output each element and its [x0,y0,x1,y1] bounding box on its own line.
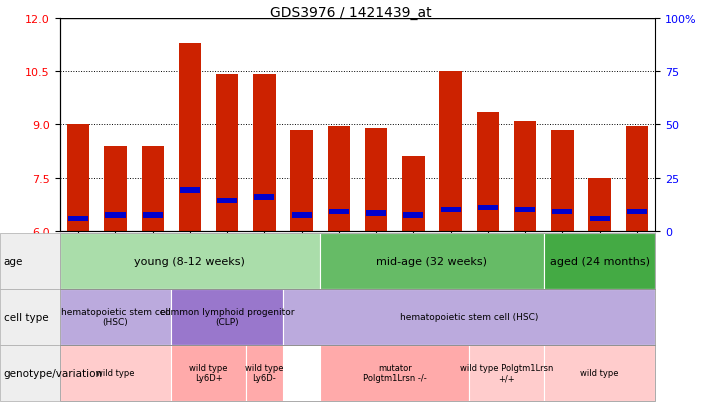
Bar [105,213,125,218]
Bar [328,127,350,231]
Text: cell type: cell type [4,312,48,322]
Text: wild type: wild type [580,368,619,377]
Text: wild type: wild type [96,368,135,377]
Bar [588,178,611,231]
Text: aged (24 months): aged (24 months) [550,256,650,266]
Bar [68,216,88,221]
Bar [366,211,386,216]
Bar [514,121,536,231]
Bar [180,188,200,193]
Text: wild type
Ly6D+: wild type Ly6D+ [189,363,228,382]
Bar [216,75,238,231]
Bar [329,209,349,214]
Bar [440,207,461,213]
Bar [477,112,499,231]
Text: wild type
Ly6D-: wild type Ly6D- [245,363,284,382]
Bar [515,207,535,213]
Bar [402,157,425,231]
Text: common lymphoid progenitor
(CLP): common lymphoid progenitor (CLP) [160,307,294,327]
Bar [290,130,313,231]
Bar [104,146,127,231]
Bar [403,213,423,218]
Bar [253,75,275,231]
Bar [365,128,387,231]
Bar [590,216,610,221]
Bar [217,199,237,204]
Bar [254,195,275,200]
Bar [179,43,201,231]
Bar [627,209,647,214]
Text: mid-age (32 weeks): mid-age (32 weeks) [376,256,487,266]
Text: age: age [4,256,23,266]
Bar [440,72,462,231]
Bar [292,213,312,218]
Bar [551,130,573,231]
Bar [67,125,90,231]
Text: genotype/variation: genotype/variation [4,368,102,378]
Bar [142,213,163,218]
Text: hematopoietic stem cell
(HSC): hematopoietic stem cell (HSC) [60,307,170,327]
Text: wild type Polgtm1Lrsn
+/+: wild type Polgtm1Lrsn +/+ [460,363,553,382]
Text: hematopoietic stem cell (HSC): hematopoietic stem cell (HSC) [400,313,538,321]
Bar [626,127,648,231]
Text: young (8-12 weeks): young (8-12 weeks) [135,256,245,266]
Bar [478,206,498,211]
Bar [142,146,164,231]
Bar [552,209,573,214]
Text: mutator
Polgtm1Lrsn -/-: mutator Polgtm1Lrsn -/- [363,363,427,382]
Text: GDS3976 / 1421439_at: GDS3976 / 1421439_at [270,6,431,20]
